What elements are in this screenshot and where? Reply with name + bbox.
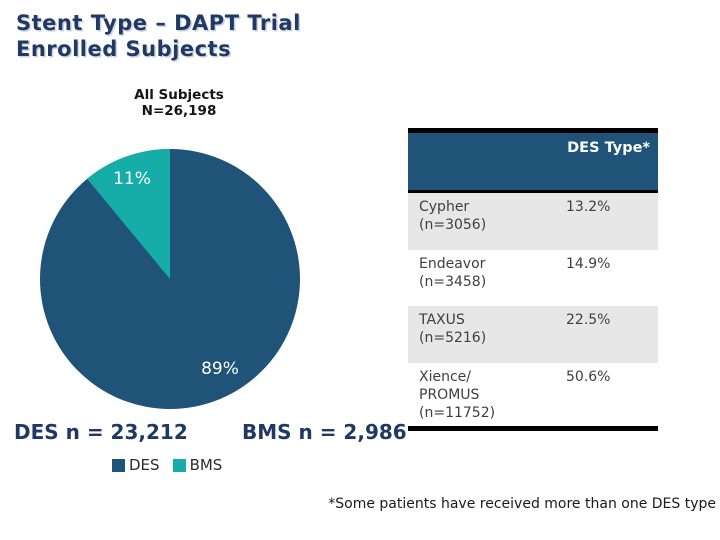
- page-title-line2: Enrolled Subjects: [16, 37, 232, 61]
- legend-item-bms: BMS: [172, 456, 223, 474]
- footnote: *Some patients have received more than o…: [328, 496, 716, 512]
- chart-legend: DES BMS: [112, 456, 222, 474]
- table-row: Xience/ PROMUS (n=11752) 50.6%: [408, 363, 658, 426]
- row-label: Cypher (n=3056): [419, 199, 487, 233]
- chart-title-text: All Subjects: [134, 87, 224, 103]
- row-label: Endeavor (n=3458): [419, 256, 487, 290]
- chart-subtitle-text: N=26,198: [141, 103, 217, 119]
- table-bottom-border: [408, 426, 658, 431]
- bms-swatch-icon: [172, 458, 186, 472]
- row-value: 13.2%: [566, 199, 611, 215]
- pie-svg: [40, 149, 300, 409]
- row-label: TAXUS (n=5216): [419, 312, 487, 346]
- table-body: Cypher (n=3056) 13.2% Endeavor (n=3458) …: [408, 193, 658, 426]
- legend-label-des: DES: [129, 456, 160, 474]
- pie-chart: 89% 11%: [40, 149, 300, 409]
- table-header-divider: [408, 190, 658, 193]
- page-title: Stent Type – DAPT Trial Enrolled Subject…: [16, 10, 436, 62]
- chart-title: All Subjects N=26,198: [99, 87, 259, 119]
- pie-label-bms: 11%: [113, 169, 151, 189]
- des-n-annotation: DES n = 23,212: [14, 420, 188, 444]
- des-swatch-icon: [112, 458, 125, 472]
- table-top-border: [408, 128, 658, 133]
- legend-item-des: DES: [112, 456, 160, 474]
- row-label: Xience/ PROMUS (n=11752): [419, 369, 496, 421]
- table-row: TAXUS (n=5216) 22.5%: [408, 306, 658, 363]
- row-value: 22.5%: [566, 312, 611, 328]
- des-type-table: DES Type* Cypher (n=3056) 13.2% Endeavor…: [408, 128, 658, 431]
- table-row: Endeavor (n=3458) 14.9%: [408, 250, 658, 306]
- row-value: 14.9%: [566, 256, 611, 272]
- pie-slice-bms: [87, 149, 170, 279]
- table-header: DES Type*: [408, 133, 658, 190]
- pie-label-des: 89%: [201, 359, 239, 379]
- row-value: 50.6%: [566, 369, 611, 385]
- bms-n-annotation: BMS n = 2,986: [242, 420, 407, 444]
- table-row: Cypher (n=3056) 13.2%: [408, 193, 658, 250]
- page-title-line1: Stent Type – DAPT Trial: [16, 11, 301, 35]
- legend-label-bms: BMS: [189, 456, 223, 474]
